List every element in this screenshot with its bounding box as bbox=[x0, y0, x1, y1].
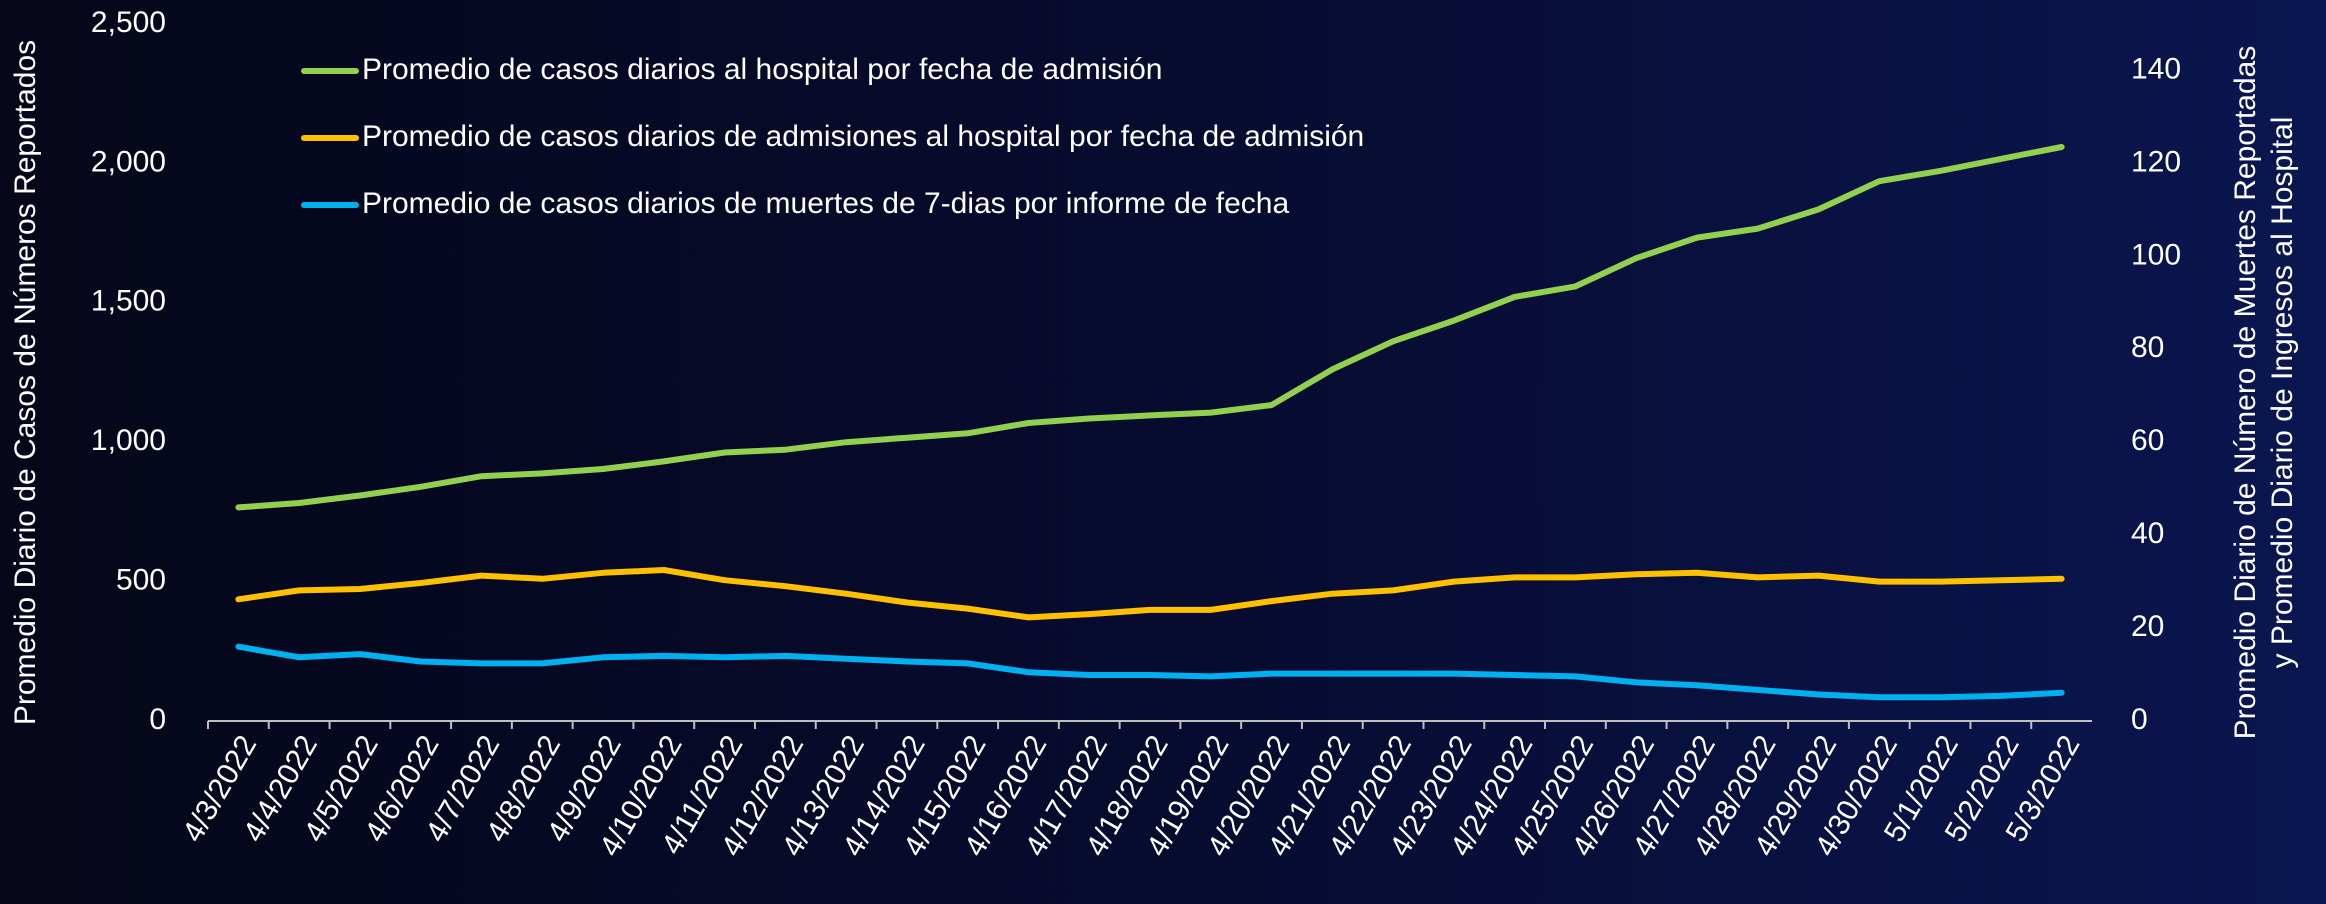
y2-tick-label: 20 bbox=[2131, 610, 2164, 643]
y2-tick-label: 120 bbox=[2131, 145, 2181, 178]
series-line bbox=[235, 643, 2065, 701]
y2-tick-label: 80 bbox=[2131, 331, 2164, 364]
y2-tick-label: 60 bbox=[2131, 424, 2164, 457]
y-tick-label: 1,000 bbox=[91, 424, 166, 457]
legend-label: Promedio de casos diarios de admisiones … bbox=[362, 120, 1364, 153]
y2-tick-label: 0 bbox=[2131, 703, 2148, 736]
y2-tick-label: 140 bbox=[2131, 52, 2181, 85]
y-tick-label: 0 bbox=[149, 703, 166, 736]
legend-label: Promedio de casos diarios de muertes de … bbox=[362, 187, 1289, 220]
y2-axis-label: Promedio Diario de Número de Muertes Rep… bbox=[2229, 46, 2262, 740]
series-line bbox=[235, 567, 2065, 621]
y-tick-label: 2,000 bbox=[91, 145, 166, 178]
legend-label: Promedio de casos diarios al hospital po… bbox=[362, 53, 1162, 86]
y2-tick-label: 40 bbox=[2131, 517, 2164, 550]
y-tick-label: 1,500 bbox=[91, 285, 166, 318]
y2-axis-label: y Promedio Diario de Ingresos al Hospita… bbox=[2266, 117, 2299, 669]
y2-tick-label: 100 bbox=[2131, 238, 2181, 271]
y-axis-label: Promedio Diario de Casos de Números Repo… bbox=[9, 40, 42, 725]
y-tick-label: 2,500 bbox=[91, 6, 166, 39]
series-line bbox=[235, 144, 2065, 511]
y-tick-label: 500 bbox=[116, 564, 166, 597]
